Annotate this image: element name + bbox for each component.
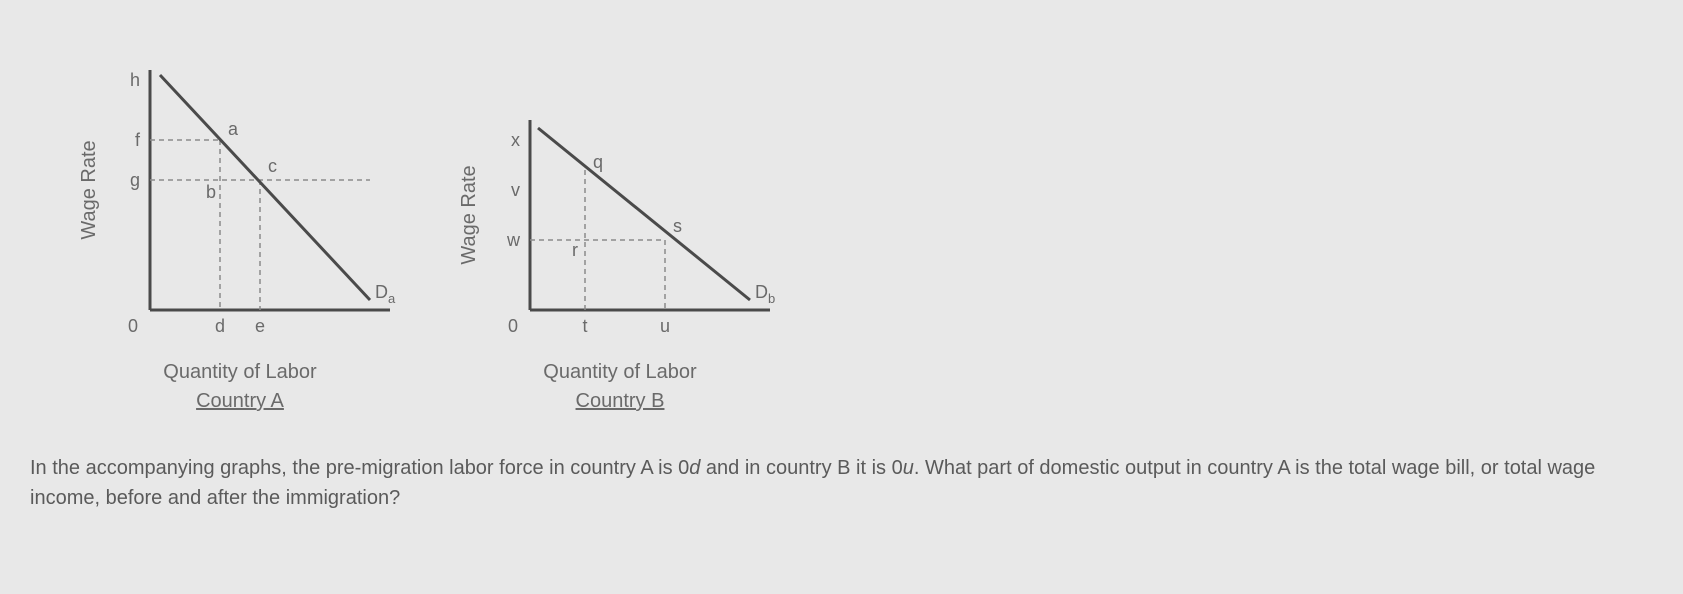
svg-text:v: v xyxy=(511,180,520,200)
question-text: In the accompanying graphs, the pre-migr… xyxy=(30,453,1630,513)
q-part1: In the accompanying graphs, the pre-migr… xyxy=(30,457,689,479)
svg-text:0: 0 xyxy=(508,316,518,336)
svg-text:e: e xyxy=(255,316,265,336)
chart-b-svg-wrap: Wage Rate Db x v w t u 0 q r s xyxy=(450,40,790,355)
chart-a-xlabel: Quantity of Labor xyxy=(163,361,316,384)
svg-text:q: q xyxy=(593,152,603,172)
chart-a-country: Country A xyxy=(196,390,284,413)
svg-text:x: x xyxy=(511,130,520,150)
svg-text:Wage Rate: Wage Rate xyxy=(458,165,480,264)
svg-text:0: 0 xyxy=(128,316,138,336)
svg-text:t: t xyxy=(582,316,587,336)
chart-a-svg: Wage Rate Da h fg d e 0 a b c xyxy=(70,40,410,350)
chart-b-country: Country B xyxy=(576,390,665,413)
svg-text:b: b xyxy=(206,182,216,202)
svg-text:d: d xyxy=(215,316,225,336)
svg-text:s: s xyxy=(673,216,682,236)
svg-text:g: g xyxy=(130,170,140,190)
svg-text:u: u xyxy=(660,316,670,336)
chart-b-block: Wage Rate Db x v w t u 0 q r s Quantity of Labor C… xyxy=(450,40,790,413)
svg-text:Wage Rate: Wage Rate xyxy=(78,140,100,239)
q-part2: and in country B it is 0 xyxy=(700,457,902,479)
charts-row: Wage Rate Da h fg d e 0 a b c Quantity of Labor C… xyxy=(70,40,1653,413)
svg-text:Db: Db xyxy=(755,282,775,306)
chart-b-svg: Wage Rate Db x v w t u 0 q r s xyxy=(450,40,790,350)
svg-text:f: f xyxy=(135,130,141,150)
chart-a-svg-wrap: Wage Rate Da h fg d e 0 a b c xyxy=(70,40,410,355)
svg-text:c: c xyxy=(268,156,277,176)
svg-text:a: a xyxy=(228,119,239,139)
svg-text:r: r xyxy=(572,240,578,260)
q-italic2: u xyxy=(903,457,914,479)
chart-a-block: Wage Rate Da h fg d e 0 a b c Quantity of Labor C… xyxy=(70,40,410,413)
svg-text:Da: Da xyxy=(375,282,396,306)
svg-text:w: w xyxy=(506,230,521,250)
q-italic1: d xyxy=(689,457,700,479)
svg-text:h: h xyxy=(130,70,140,90)
chart-b-xlabel: Quantity of Labor xyxy=(543,361,696,384)
